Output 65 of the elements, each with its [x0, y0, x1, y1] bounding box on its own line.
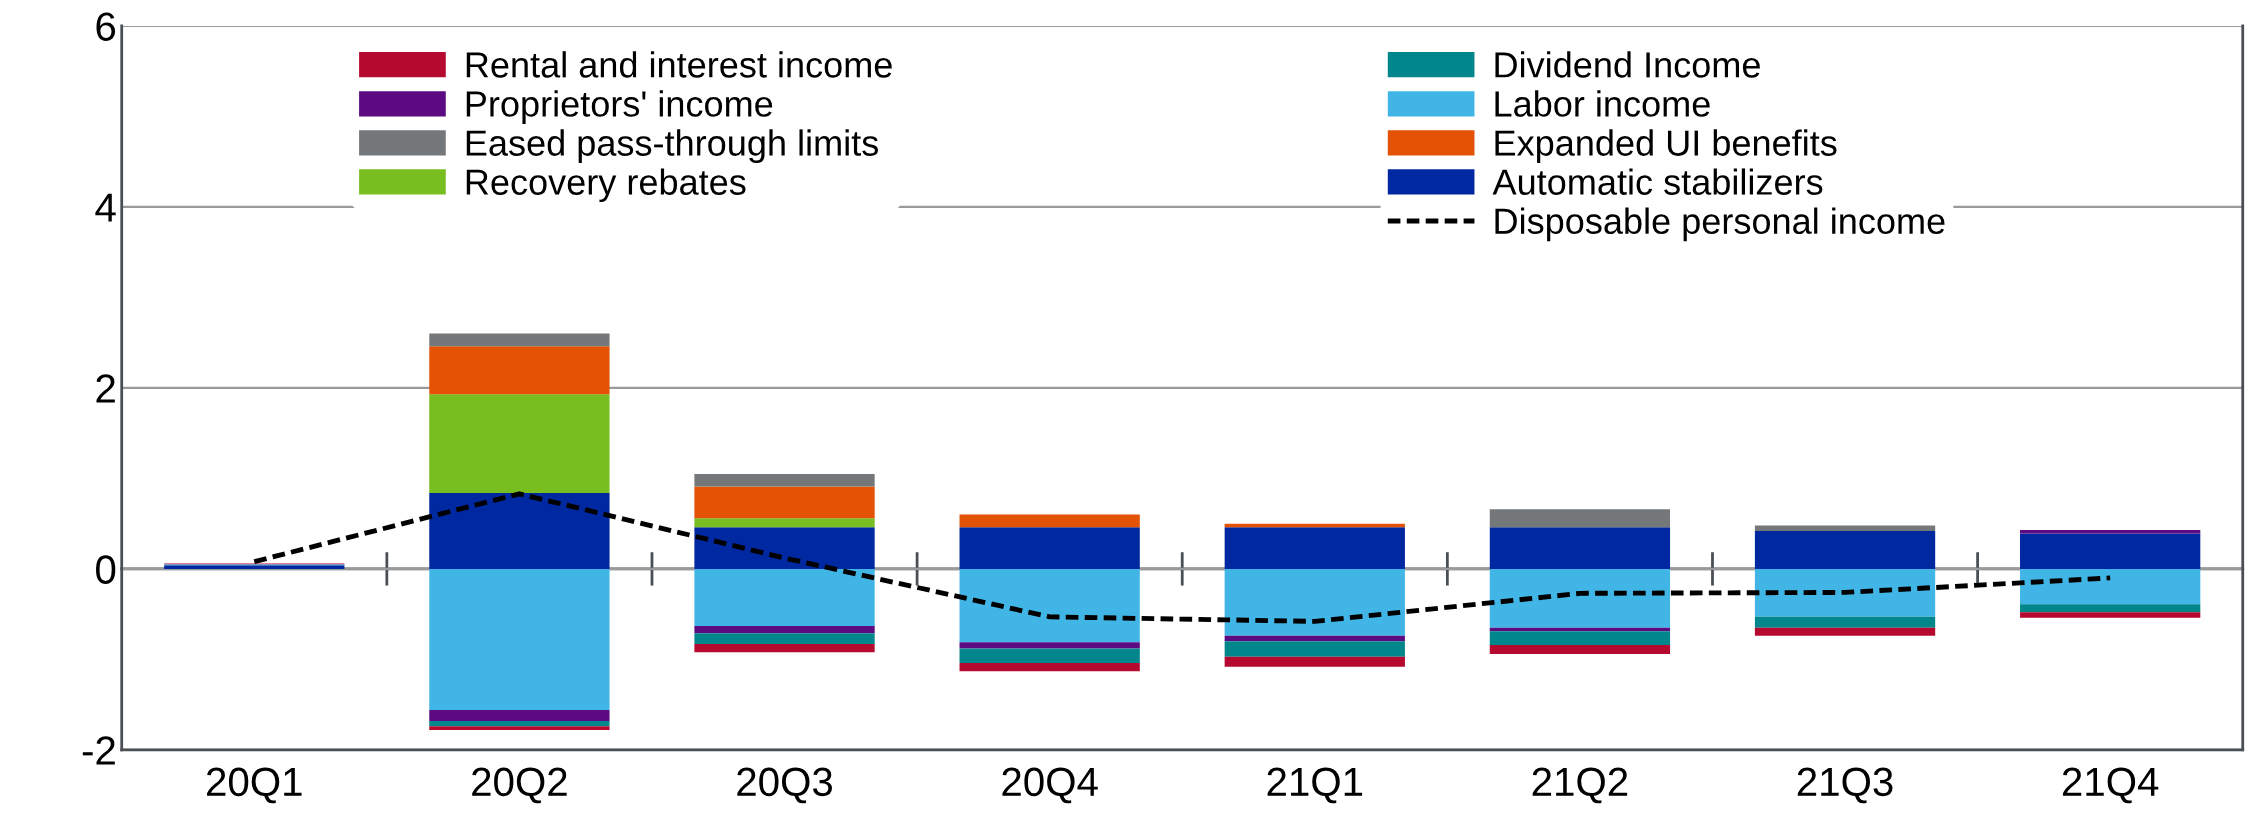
y-tick-label: 6	[96, 12, 116, 41]
bar	[959, 663, 1140, 672]
bar	[1489, 631, 1671, 645]
legend-label: Proprietors' income	[466, 90, 773, 124]
bar	[694, 568, 875, 626]
bar	[1489, 568, 1671, 628]
bar	[2020, 533, 2201, 569]
bar	[2020, 612, 2201, 618]
bar	[1489, 527, 1671, 569]
x-tick-label: 21Q1	[1267, 767, 1363, 804]
bar	[694, 633, 875, 645]
bar	[429, 568, 610, 711]
legend-label: Dividend Income	[1495, 51, 1760, 78]
legend-label: Disposable personal income	[1495, 207, 1945, 242]
bar	[1754, 530, 1936, 569]
bar	[1224, 527, 1405, 569]
bar	[694, 625, 875, 634]
bar	[959, 568, 1140, 643]
bar	[1224, 568, 1405, 636]
bar	[1224, 656, 1405, 667]
bar	[429, 726, 610, 730]
y-tick-label: 0	[96, 555, 116, 584]
bar	[1489, 644, 1671, 654]
x-tick-label: 20Q1	[207, 767, 302, 804]
bar	[1224, 635, 1405, 642]
line-series	[251, 491, 2113, 624]
bar	[1754, 525, 1936, 531]
bar	[959, 527, 1140, 569]
legend-label: Rental and interest income	[466, 51, 892, 78]
legend-label: Expanded UI benefits	[1495, 129, 1837, 164]
x-tick-label: 21Q2	[1532, 767, 1628, 804]
bar	[959, 514, 1140, 528]
bar	[429, 394, 610, 493]
bar	[694, 527, 875, 569]
bar	[429, 710, 610, 721]
bar	[1489, 509, 1671, 528]
legend-label: Labor income	[1495, 90, 1710, 117]
x-tick-label: 20Q4	[1002, 767, 1098, 804]
legend-label: Automatic stabilizers	[1492, 168, 1823, 195]
bar	[1754, 616, 1936, 628]
bar	[694, 473, 875, 487]
bar	[2020, 604, 2201, 613]
y-tick-label: 4	[95, 193, 116, 222]
legend-label: Recovery rebates	[466, 168, 746, 203]
x-tick-label: 20Q3	[737, 767, 833, 804]
bar	[429, 346, 610, 395]
legend-label: Eased pass-through limits	[466, 129, 878, 164]
bar	[1754, 627, 1936, 636]
bar	[959, 642, 1140, 649]
bar	[694, 518, 875, 528]
bar	[1224, 641, 1405, 657]
bar	[959, 648, 1140, 664]
x-tick-label: 21Q3	[1797, 767, 1893, 804]
bar	[1754, 568, 1936, 617]
bar	[694, 486, 875, 519]
bar	[429, 333, 610, 347]
bar	[2020, 568, 2201, 605]
bar	[694, 644, 875, 653]
bar	[2020, 529, 2201, 534]
x-tick-label: 20Q2	[472, 767, 567, 804]
bar	[429, 720, 610, 727]
y-tick-label: 2	[96, 374, 115, 403]
y-tick-label: -2	[82, 736, 115, 765]
x-tick-label: 21Q4	[2062, 767, 2159, 804]
bar	[429, 492, 610, 569]
